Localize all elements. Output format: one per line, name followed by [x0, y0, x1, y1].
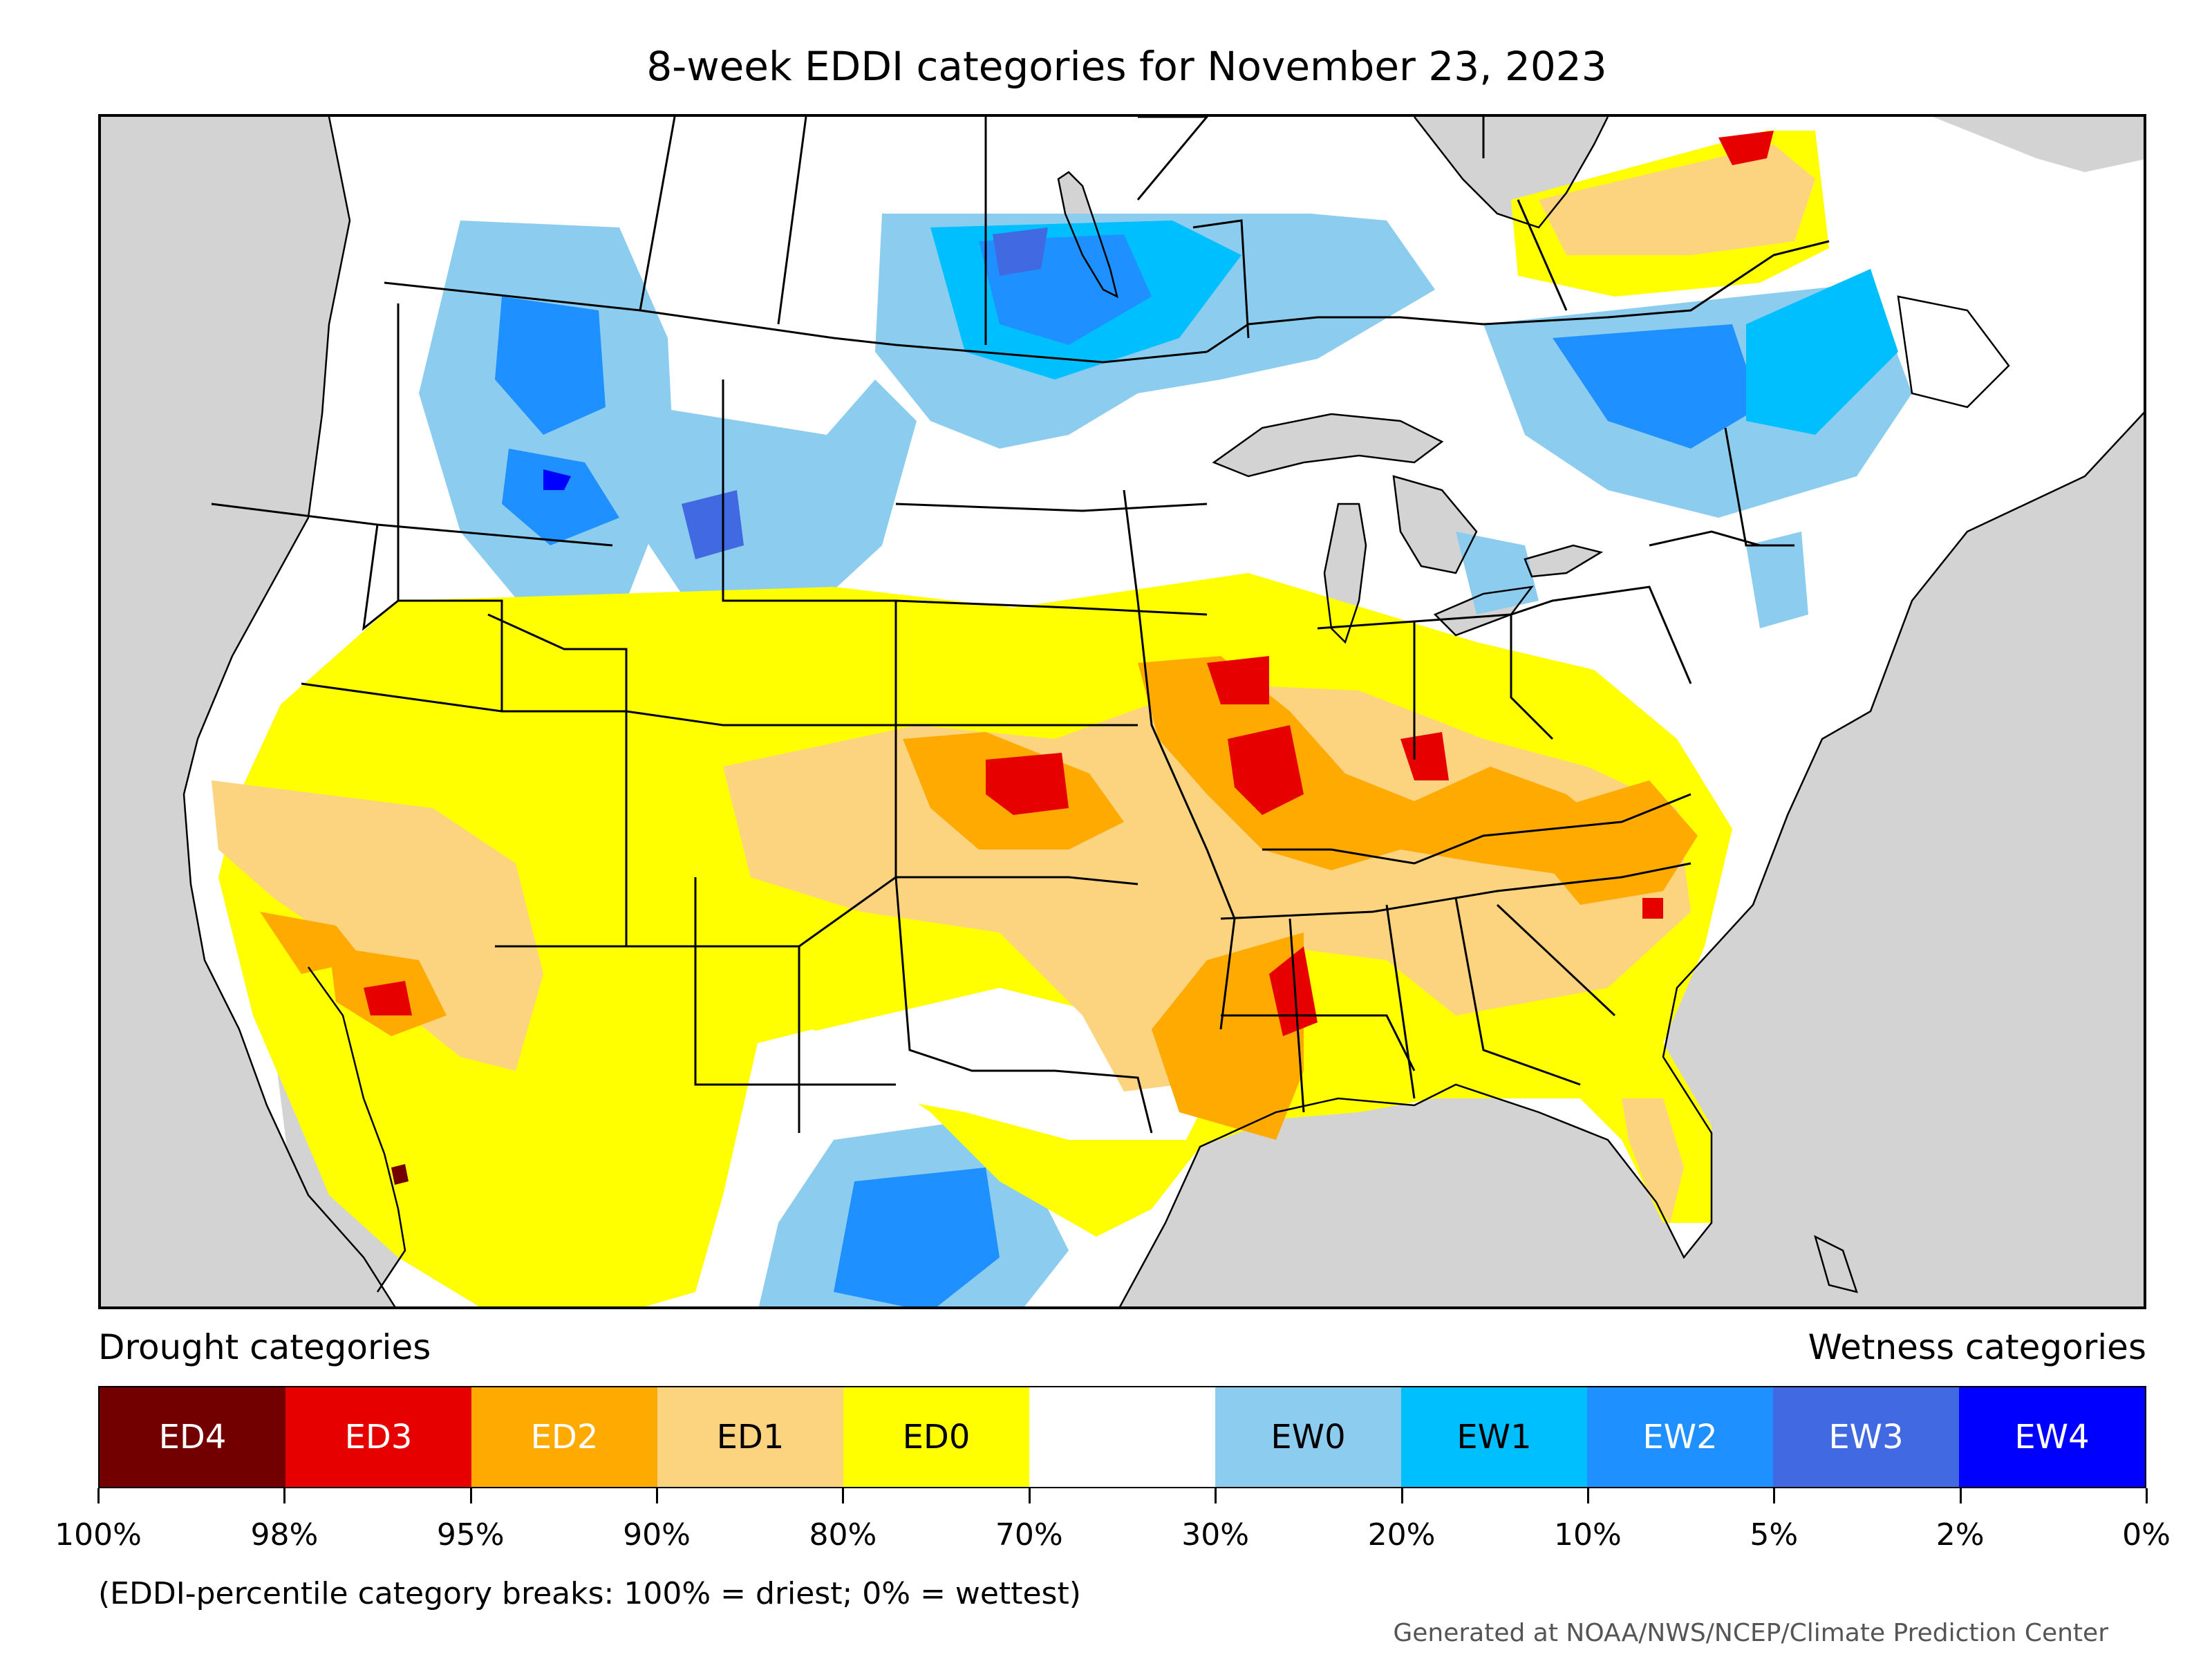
map-title: 8-week EDDI categories for November 23, … [646, 43, 1607, 90]
legend-tick [2146, 1488, 2148, 1503]
legend-tick [1400, 1488, 1403, 1503]
legend-tick [1959, 1488, 1962, 1503]
legend-category-ew1: EW1 [1401, 1387, 1587, 1487]
legend-category-normal [1029, 1387, 1215, 1487]
legend-tick-label: 90% [623, 1517, 691, 1553]
legend-category-ed0: ED0 [843, 1387, 1029, 1487]
percentile-note: (EDDI-percentile category breaks: 100% =… [98, 1576, 1081, 1611]
legend-ticks [97, 1488, 2148, 1505]
legend-tick [1215, 1488, 1217, 1503]
wetness-areas [419, 214, 1912, 1306]
legend-category-ew0: EW0 [1215, 1387, 1401, 1487]
legend-category-ew2: EW2 [1587, 1387, 1773, 1487]
legend-tick-label: 80% [809, 1517, 877, 1553]
legend-tick-label: 70% [995, 1517, 1063, 1553]
legend-tick-label: 10% [1554, 1517, 1622, 1553]
legend-tick-label: 98% [250, 1517, 319, 1553]
legend-tick [1773, 1488, 1776, 1503]
legend-tick [656, 1488, 659, 1503]
legend-tick-label: 20% [1367, 1517, 1436, 1553]
lake-ontario [1525, 545, 1601, 577]
legend-tick-label: 100% [55, 1517, 142, 1553]
drought-categories-heading: Drought categories [98, 1327, 431, 1367]
legend-tick [97, 1488, 100, 1503]
legend-tick-label: 2% [1936, 1517, 1985, 1553]
legend-tick-label: 95% [436, 1517, 505, 1553]
coastlines [182, 117, 2144, 1306]
political-boundaries [211, 117, 1830, 1134]
legend-tick [469, 1488, 472, 1503]
legend-category-ew4: EW4 [1959, 1387, 2145, 1487]
legend-category-ed2: ED2 [471, 1387, 657, 1487]
legend-tick-label: 30% [1181, 1517, 1250, 1553]
legend-category-ed3: ED3 [285, 1387, 471, 1487]
legend-colorbar: ED4 ED3 ED2 ED1 ED0 EW0 EW1 EW2 EW3 EW4 [98, 1386, 2146, 1488]
eddi-map [98, 114, 2146, 1309]
legend-tick [842, 1488, 845, 1503]
credit-line: Generated at NOAA/NWS/NCEP/Climate Predi… [1393, 1619, 2108, 1647]
drought-areas [212, 131, 1829, 1306]
legend-tick [1028, 1488, 1031, 1503]
legend-tick-label: 5% [1750, 1517, 1799, 1553]
legend-category-ew3: EW3 [1773, 1387, 1959, 1487]
lake-huron [1394, 476, 1477, 573]
lake-superior [1214, 414, 1442, 476]
legend-tick-label: 0% [2122, 1517, 2171, 1553]
legend-tick [1586, 1488, 1589, 1503]
legend-category-ed4: ED4 [100, 1387, 285, 1487]
legend-tick [283, 1488, 286, 1503]
legend-category-ed1: ED1 [657, 1387, 843, 1487]
wetness-categories-heading: Wetness categories [1808, 1327, 2146, 1367]
